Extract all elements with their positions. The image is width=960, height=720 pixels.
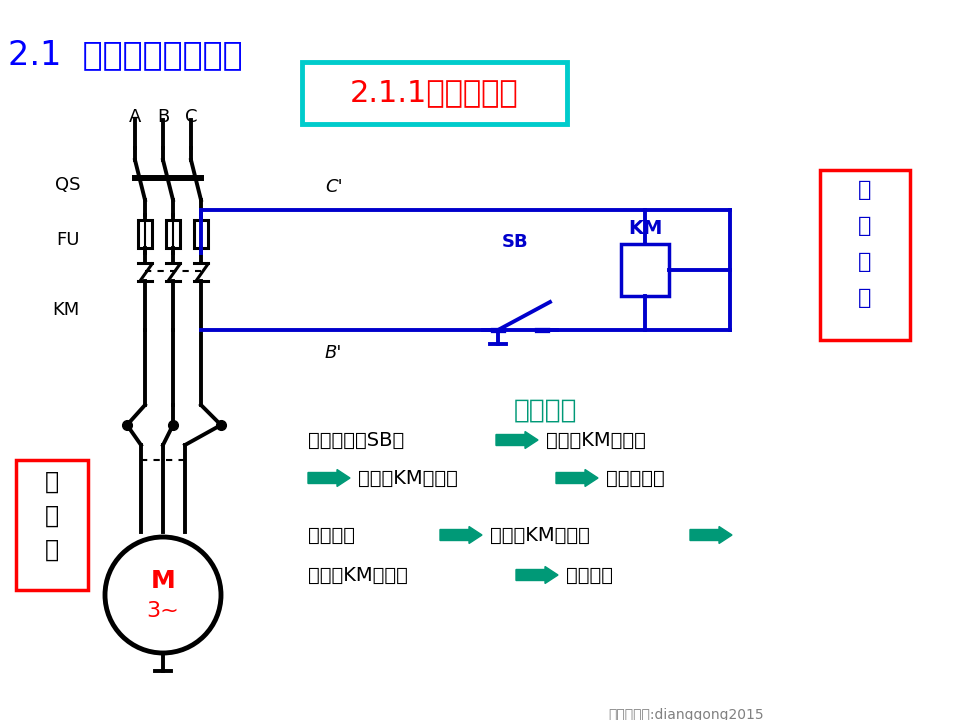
Text: 主: 主	[45, 470, 60, 494]
Text: SB: SB	[502, 233, 528, 251]
Text: QS: QS	[55, 176, 80, 194]
FancyArrow shape	[556, 469, 598, 487]
Bar	[138, 220, 152, 248]
Text: M: M	[151, 569, 176, 593]
Text: 路: 路	[45, 538, 60, 562]
Text: A: A	[129, 108, 141, 126]
FancyArrow shape	[308, 469, 350, 487]
Bar	[302, 62, 567, 124]
Bar	[621, 244, 669, 296]
Text: 2.1  异步机的直接起动: 2.1 异步机的直接起动	[8, 38, 243, 71]
Text: C': C'	[325, 178, 343, 196]
Text: KM: KM	[628, 218, 662, 238]
Bar	[16, 460, 88, 590]
Text: 按鈕松开: 按鈕松开	[308, 526, 355, 544]
Text: 线圈（KM）断电: 线圈（KM）断电	[490, 526, 589, 544]
Bar	[820, 170, 910, 340]
Text: 3~: 3~	[147, 601, 180, 621]
Text: 按下按鈕（SB）: 按下按鈕（SB）	[308, 431, 404, 449]
Text: 触头（KM）打开: 触头（KM）打开	[308, 565, 408, 585]
Text: 制: 制	[858, 216, 872, 236]
Text: 路: 路	[858, 288, 872, 308]
Text: 电机转动；: 电机转动；	[606, 469, 664, 487]
Text: FU: FU	[57, 231, 80, 249]
Text: C: C	[184, 108, 197, 126]
FancyArrow shape	[496, 431, 538, 449]
Text: 2.1.1、点动控制: 2.1.1、点动控制	[350, 78, 518, 107]
Text: 电: 电	[858, 252, 872, 272]
Text: B': B'	[325, 344, 343, 362]
Text: 电: 电	[45, 504, 60, 528]
Text: KM: KM	[53, 301, 80, 319]
FancyArrow shape	[440, 526, 482, 544]
FancyArrow shape	[516, 567, 558, 583]
Text: 触头（KM）闭合: 触头（KM）闭合	[358, 469, 458, 487]
Text: B: B	[156, 108, 169, 126]
Text: 动作过程: 动作过程	[514, 398, 577, 424]
Bar	[166, 220, 180, 248]
Text: 控: 控	[858, 180, 872, 200]
Bar	[194, 220, 208, 248]
Text: 微信公众号:dianggong2015: 微信公众号:dianggong2015	[608, 708, 763, 720]
Text: 电机停转: 电机停转	[566, 565, 613, 585]
FancyArrow shape	[690, 526, 732, 544]
Text: 线圈（KM）通电: 线圈（KM）通电	[546, 431, 646, 449]
